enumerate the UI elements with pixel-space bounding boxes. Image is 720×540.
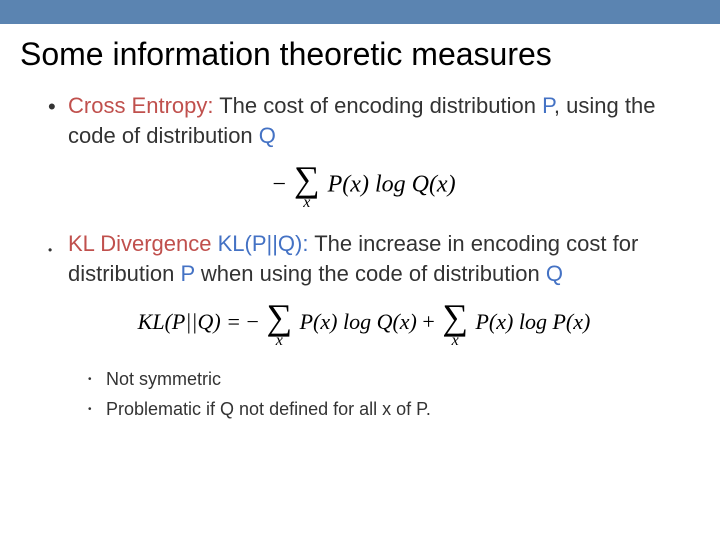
- bullet-cross-entropy: • Cross Entropy: The cost of encoding di…: [48, 91, 680, 151]
- sub-bullet-text: Problematic if Q not defined for all x o…: [106, 397, 431, 421]
- bullet-dot-icon: •: [88, 367, 106, 391]
- formula-body: P(x) log Q(x): [328, 172, 456, 198]
- page-title: Some information theoretic measures: [0, 24, 720, 91]
- sub-bullet-symmetric: • Not symmetric: [88, 367, 680, 391]
- sigma-icon: ∑: [266, 299, 292, 335]
- sigma-block: ∑ x: [442, 299, 468, 349]
- dist-Q: Q: [546, 261, 563, 286]
- dist-P: P: [181, 261, 195, 286]
- sigma-icon: ∑: [442, 299, 468, 335]
- bullet-dot-icon: •: [48, 229, 68, 265]
- sigma-icon: ∑: [294, 161, 320, 197]
- text-segment: when using the code of distribution: [195, 261, 546, 286]
- term-cross-entropy: Cross Entropy:: [68, 93, 214, 118]
- sub-bullet-text: Not symmetric: [106, 367, 221, 391]
- dist-Q: Q: [259, 123, 276, 148]
- plus-sign: +: [422, 309, 434, 334]
- bullet-dot-icon: •: [48, 91, 68, 122]
- term-kl: KL Divergence: [68, 231, 211, 256]
- formula-kl: KL(P||Q) = − ∑ x P(x) log Q(x) + ∑ x P(x…: [48, 299, 680, 349]
- formula-body: P(x) log P(x): [475, 309, 590, 334]
- minus-sign: −: [272, 172, 286, 198]
- sub-bullet-problematic: • Problematic if Q not defined for all x…: [88, 397, 680, 421]
- bullet-text: KL Divergence KL(P||Q): The increase in …: [68, 229, 680, 289]
- sigma-block: ∑ x: [294, 161, 320, 211]
- formula-lhs: KL(P||Q) =: [138, 309, 247, 334]
- formula-body: P(x) log Q(x): [300, 309, 423, 334]
- dist-P: P: [542, 93, 554, 118]
- bullet-dot-icon: •: [88, 397, 106, 421]
- formula-cross-entropy: − ∑ x P(x) log Q(x): [48, 161, 680, 211]
- content-area: • Cross Entropy: The cost of encoding di…: [0, 91, 720, 421]
- text-segment: The cost of encoding distribution: [214, 93, 543, 118]
- kl-notation: KL(P||Q):: [211, 231, 308, 256]
- bullet-text: Cross Entropy: The cost of encoding dist…: [68, 91, 680, 151]
- bullet-kl-divergence: • KL Divergence KL(P||Q): The increase i…: [48, 229, 680, 289]
- sigma-block: ∑ x: [266, 299, 292, 349]
- top-bar: [0, 0, 720, 24]
- minus-sign: −: [247, 309, 259, 334]
- sub-bullet-list: • Not symmetric • Problematic if Q not d…: [88, 367, 680, 421]
